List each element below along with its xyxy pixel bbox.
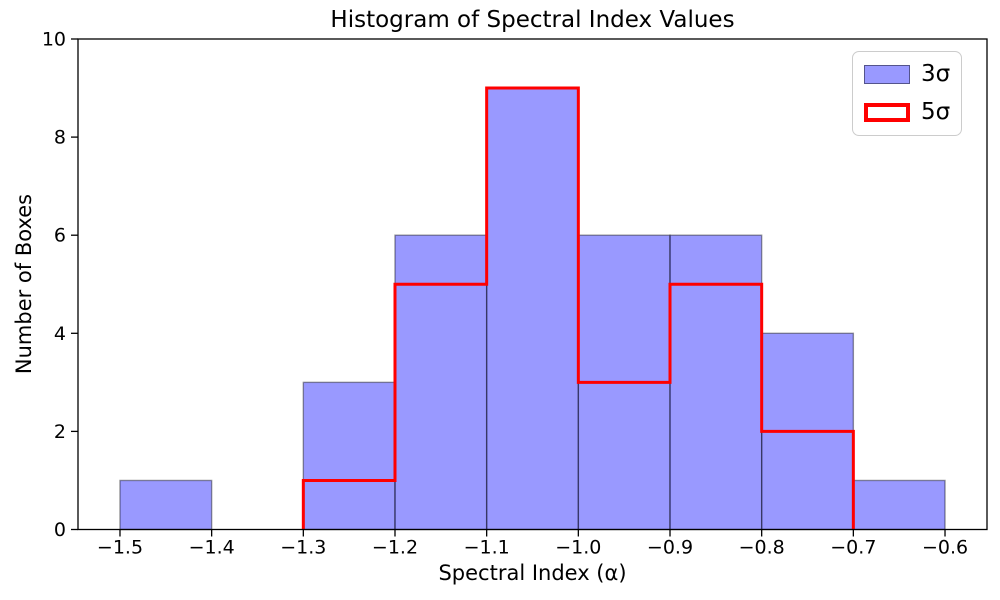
x-tick-label: −1.2	[372, 537, 418, 559]
legend-item-3sigma: 3σ	[864, 63, 950, 86]
y-tick-label: 2	[54, 421, 66, 443]
histogram-bar	[485, 87, 580, 531]
step-histogram-outline	[301, 86, 855, 530]
legend-item-5sigma: 5σ	[864, 101, 950, 124]
y-tick-label: 10	[42, 29, 66, 51]
legend-swatch-filled-icon	[864, 65, 910, 84]
histogram-bar	[852, 479, 946, 531]
x-tick-label: −1.3	[280, 537, 326, 559]
chart-title: Histogram of Spectral Index Values	[330, 7, 735, 33]
axes-spines	[77, 38, 988, 531]
legend-label: 3σ	[921, 61, 951, 87]
x-tick-label: −1.0	[555, 537, 601, 559]
y-tick-label: 4	[54, 323, 66, 345]
legend-swatch-outline-icon	[864, 103, 910, 122]
legend-label: 5σ	[921, 99, 951, 125]
histogram-bar	[119, 479, 213, 531]
y-axis-label: Number of Boxes	[12, 193, 36, 375]
x-tick-label: −0.8	[739, 537, 785, 559]
histogram-bar	[669, 234, 763, 531]
x-tick-label: −1.4	[189, 537, 235, 559]
x-tick-label: −0.6	[922, 537, 968, 559]
x-tick-label: −0.9	[647, 537, 693, 559]
x-tick-label: −1.5	[97, 537, 143, 559]
y-tick-label: 0	[54, 519, 66, 541]
histogram-bar	[394, 234, 488, 531]
y-tick-label: 6	[54, 225, 66, 247]
x-axis-label: Spectral Index (α)	[438, 561, 627, 585]
x-tick-label: −1.1	[464, 537, 510, 559]
x-tick-label: −0.7	[830, 537, 876, 559]
histogram-bar	[302, 381, 396, 531]
y-tick-label: 8	[54, 127, 66, 149]
legend: 3σ 5σ	[852, 51, 962, 136]
